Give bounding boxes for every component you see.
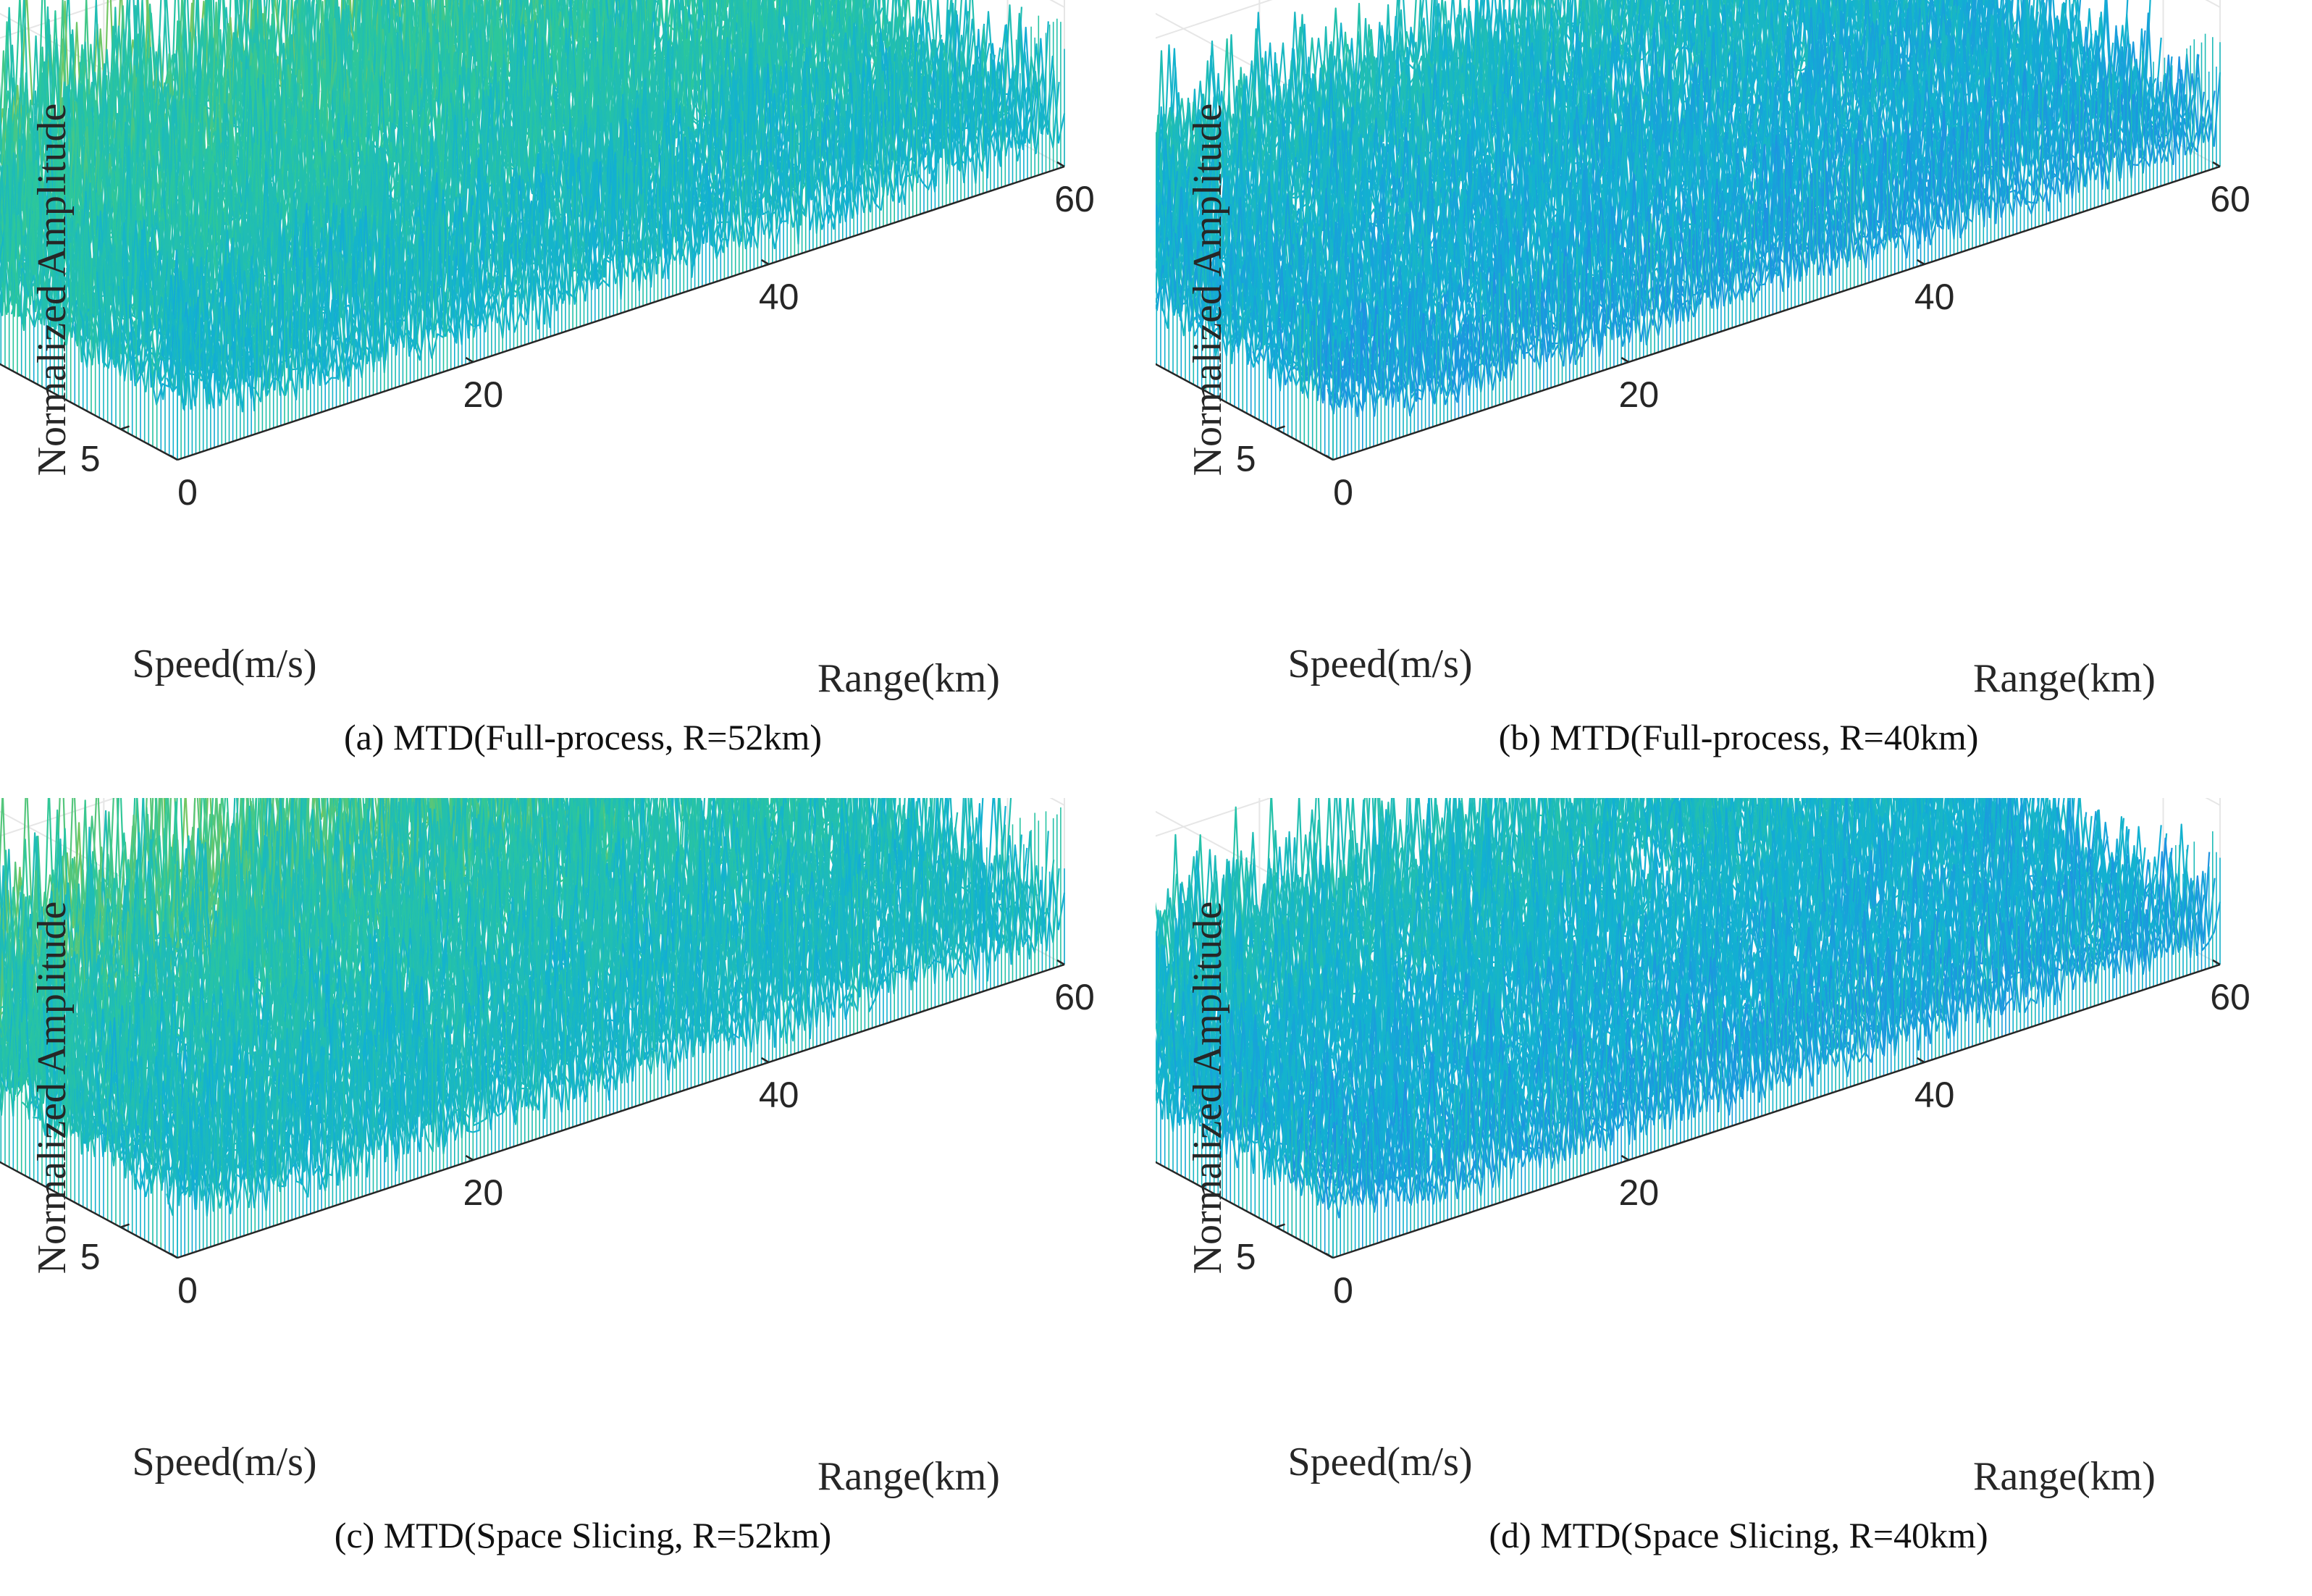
x-tick xyxy=(1325,454,1334,461)
x-tick-label: 60 xyxy=(1054,977,1095,1017)
x-tick xyxy=(169,1252,178,1259)
x-tick xyxy=(1917,1057,1925,1064)
x-tick xyxy=(2212,959,2221,966)
subplot-b: 00.510204060510Normalized AmplitudeSpeed… xyxy=(1156,0,2311,798)
x-tick-label: 60 xyxy=(2210,977,2250,1017)
axes xyxy=(0,165,1065,461)
y-tick-label: 5 xyxy=(80,439,101,479)
x-tick-label: 0 xyxy=(177,1270,198,1311)
y-axis-title: Speed(m/s) xyxy=(1287,642,1472,686)
y-tick xyxy=(120,1223,130,1228)
x-tick-label: 40 xyxy=(1914,277,1955,317)
y-axis-title: Speed(m/s) xyxy=(1287,1440,1472,1484)
subplot-a: 00.510204060510Normalized AmplitudeSpeed… xyxy=(0,0,1156,798)
x-axis-title: Range(km) xyxy=(1973,656,2156,701)
subplot-c: 00.510204060510Normalized AmplitudeSpeed… xyxy=(0,798,1156,1596)
x-tick xyxy=(1056,959,1065,966)
x-tick-label: 40 xyxy=(1914,1075,1955,1115)
mesh-front-face xyxy=(0,15,1065,460)
x-tick xyxy=(2212,161,2221,168)
x-tick-label: 20 xyxy=(1619,1172,1660,1213)
z-axis-title: Normalized Amplitude xyxy=(30,902,75,1274)
x-tick xyxy=(761,1057,770,1064)
y-tick xyxy=(1276,1223,1285,1228)
mesh-surface xyxy=(1156,0,2221,418)
mesh-front-face xyxy=(1156,831,2221,1258)
y-axis-title: Speed(m/s) xyxy=(132,1440,316,1484)
x-axis-line xyxy=(1332,963,2221,1259)
mesh-row xyxy=(1156,0,1667,161)
x-tick-label: 0 xyxy=(1333,1270,1353,1311)
z-axis-title: Normalized Amplitude xyxy=(1185,902,1230,1274)
axes xyxy=(1156,963,2221,1259)
x-axis-line xyxy=(1332,165,2221,461)
x-tick-label: 20 xyxy=(463,1172,504,1213)
mesh-plot-svg: 00.510204060510Normalized AmplitudeSpeed… xyxy=(0,798,1095,1555)
x-tick xyxy=(1325,1252,1334,1259)
x-tick xyxy=(1056,161,1065,168)
x-tick-label: 60 xyxy=(2210,179,2250,219)
x-tick xyxy=(465,356,474,364)
mesh-plot-svg: 00.510204060510Normalized AmplitudeSpeed… xyxy=(1156,798,2250,1555)
y-tick-label: 5 xyxy=(1236,1237,1256,1277)
axes xyxy=(1156,165,2221,461)
subplot-caption: (a) MTD(Full-process, R=52km) xyxy=(344,717,822,757)
y-tick xyxy=(120,425,130,430)
subplot-caption: (d) MTD(Space Slicing, R=40km) xyxy=(1489,1515,1988,1555)
x-axis-line xyxy=(177,963,1065,1259)
x-axis-title: Range(km) xyxy=(817,1454,1000,1499)
mesh-row xyxy=(155,862,1044,1197)
x-tick-label: 20 xyxy=(1619,374,1660,415)
x-tick xyxy=(761,259,770,266)
x-tick-label: 40 xyxy=(759,1075,799,1115)
x-axis-title: Range(km) xyxy=(1973,1454,2156,1499)
mesh-plot-svg: 00.510204060510Normalized AmplitudeSpeed… xyxy=(0,0,1095,757)
y-axis-line xyxy=(0,1161,178,1259)
mesh-row xyxy=(1327,56,2216,418)
x-axis-line xyxy=(177,165,1065,461)
x-tick-label: 20 xyxy=(463,374,504,415)
axes xyxy=(0,963,1065,1259)
mesh-surface xyxy=(0,0,1066,413)
subplot-caption: (b) MTD(Full-process, R=40km) xyxy=(1499,717,1979,757)
z-axis-title: Normalized Amplitude xyxy=(30,104,75,476)
x-tick-label: 0 xyxy=(177,472,198,513)
x-tick-label: 40 xyxy=(759,277,799,317)
x-tick xyxy=(169,454,178,461)
x-tick xyxy=(1620,1154,1629,1162)
y-axis-line xyxy=(1156,363,1334,461)
mesh-front-face xyxy=(1156,33,2221,460)
mesh-row xyxy=(1327,870,2216,1205)
y-axis-line xyxy=(1156,1161,1334,1259)
y-tick-label: 5 xyxy=(1236,439,1256,479)
y-tick xyxy=(1276,425,1285,430)
y-axis-line xyxy=(0,363,178,461)
mesh-row xyxy=(171,843,1060,1212)
mesh-plot-svg: 00.510204060510Normalized AmplitudeSpeed… xyxy=(1156,0,2250,757)
x-tick xyxy=(1620,356,1629,364)
mesh-surface xyxy=(0,798,1066,1217)
x-tick xyxy=(1917,259,1925,266)
mesh-surface xyxy=(1156,798,2221,1219)
x-tick-label: 60 xyxy=(1054,179,1095,219)
y-tick-label: 5 xyxy=(80,1237,101,1277)
y-axis-title: Speed(m/s) xyxy=(132,642,316,686)
x-axis-title: Range(km) xyxy=(817,656,1000,701)
subplot-caption: (c) MTD(Space Slicing, R=52km) xyxy=(335,1515,831,1555)
x-tick xyxy=(465,1154,474,1162)
mesh-front-face xyxy=(0,807,1065,1258)
z-axis-title: Normalized Amplitude xyxy=(1185,104,1230,476)
x-tick-label: 0 xyxy=(1333,472,1353,513)
subplot-d: 00.510204060510Normalized AmplitudeSpeed… xyxy=(1156,798,2311,1596)
mesh-row xyxy=(171,51,1060,409)
